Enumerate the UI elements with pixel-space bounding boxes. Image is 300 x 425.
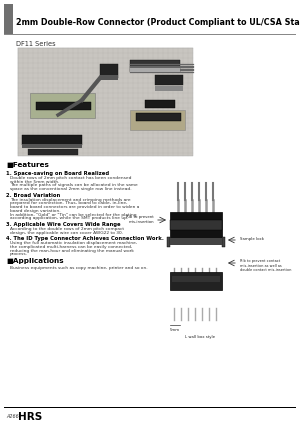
Text: Rib to prevent
mis-insertion: Rib to prevent mis-insertion xyxy=(126,215,154,224)
Bar xyxy=(28,149,78,155)
Bar xyxy=(18,48,193,156)
Text: Business equipments such as copy machine, printer and so on.: Business equipments such as copy machine… xyxy=(10,266,148,270)
Bar xyxy=(30,93,95,118)
Text: In addition, "Gold" or "Tin" can be selected for the plating: In addition, "Gold" or "Tin" can be sele… xyxy=(10,212,136,217)
Bar xyxy=(170,238,222,245)
Text: the complicated multi-harness can be easily connected,: the complicated multi-harness can be eas… xyxy=(10,245,132,249)
Text: A266: A266 xyxy=(6,414,19,419)
Bar xyxy=(170,212,222,240)
Text: 4. The ID Type Connector Achieves Connection Work.: 4. The ID Type Connector Achieves Connec… xyxy=(6,236,164,241)
Bar xyxy=(155,75,183,85)
Bar xyxy=(22,144,82,148)
Bar xyxy=(22,135,82,145)
Bar xyxy=(130,110,185,130)
Text: according application, while the SMT products line up.: according application, while the SMT pro… xyxy=(10,216,128,220)
Bar xyxy=(100,75,118,80)
Text: Sample lock: Sample lock xyxy=(240,237,264,241)
Text: L wall box style: L wall box style xyxy=(185,335,215,339)
Bar xyxy=(222,237,225,247)
Bar xyxy=(4,4,13,34)
Text: design, the applicable wire can cover AWG22 to 30.: design, the applicable wire can cover AW… xyxy=(10,231,123,235)
Text: HRS: HRS xyxy=(18,412,42,422)
Text: The insulation displacement and crimping methods are: The insulation displacement and crimping… xyxy=(10,198,130,202)
Text: The multiple paths of signals can be allocated in the same: The multiple paths of signals can be all… xyxy=(10,184,138,187)
Bar xyxy=(170,220,222,230)
Text: ■Applications: ■Applications xyxy=(6,258,64,264)
Text: Double rows of 2mm pitch contact has been condensed: Double rows of 2mm pitch contact has bee… xyxy=(10,176,131,180)
Bar xyxy=(130,68,180,72)
Text: prepared for connection. Thus, board to cable, in-line,: prepared for connection. Thus, board to … xyxy=(10,201,128,206)
Bar xyxy=(172,276,220,282)
Text: DF11 Series: DF11 Series xyxy=(16,41,56,47)
Text: ■Features: ■Features xyxy=(6,162,49,168)
Text: Using the full automatic insulation displacement machine,: Using the full automatic insulation disp… xyxy=(10,241,137,245)
Text: process.: process. xyxy=(10,252,28,257)
Text: 5mm: 5mm xyxy=(170,328,180,332)
Bar xyxy=(136,113,181,121)
Bar xyxy=(100,64,118,78)
Text: 2mm Double-Row Connector (Product Compliant to UL/CSA Standard): 2mm Double-Row Connector (Product Compli… xyxy=(16,17,300,26)
Text: board design variation.: board design variation. xyxy=(10,209,61,213)
Text: 1. Space-saving on Board Realized: 1. Space-saving on Board Realized xyxy=(6,171,109,176)
Text: 2. Broad Variation: 2. Broad Variation xyxy=(6,193,60,198)
Text: reducing the man-hour and eliminating the manual work: reducing the man-hour and eliminating th… xyxy=(10,249,134,253)
Bar xyxy=(167,237,170,247)
Bar xyxy=(4,34,296,35)
Text: According to the double rows of 2mm pitch compact: According to the double rows of 2mm pitc… xyxy=(10,227,124,231)
Bar xyxy=(170,272,222,290)
Bar xyxy=(130,60,180,72)
Text: Rib to prevent contact
mis-insertion as well as
double contact mis-insertion: Rib to prevent contact mis-insertion as … xyxy=(240,259,291,272)
Text: space as the conventional 2mm single row line instead.: space as the conventional 2mm single row… xyxy=(10,187,132,191)
Bar xyxy=(4,407,296,408)
Text: within the 5mm width.: within the 5mm width. xyxy=(10,180,59,184)
Bar xyxy=(155,86,183,91)
Text: 3. Applicable Wire Covers Wide Range: 3. Applicable Wire Covers Wide Range xyxy=(6,222,121,227)
Bar xyxy=(36,102,91,110)
Text: board to board connectors are provided in order to widen a: board to board connectors are provided i… xyxy=(10,205,140,209)
Bar xyxy=(145,100,175,108)
